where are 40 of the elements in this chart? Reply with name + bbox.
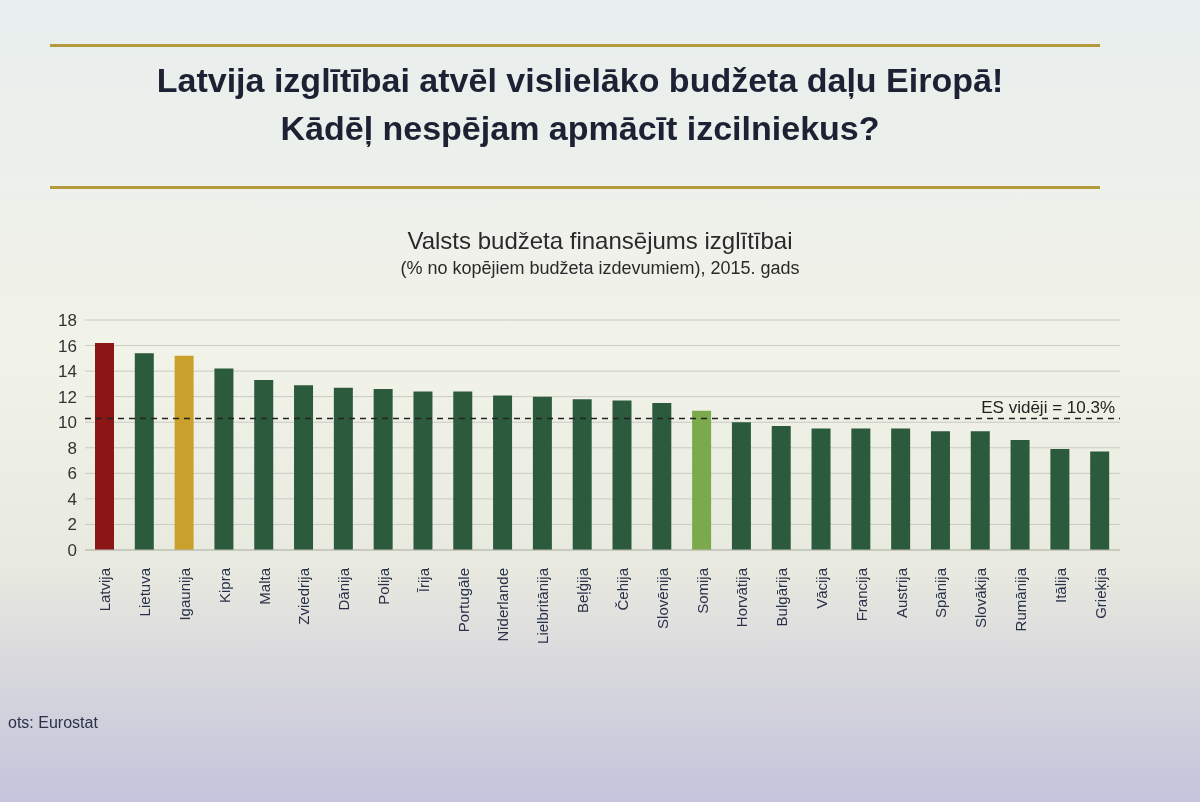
y-tick-label: 0 <box>67 541 77 561</box>
x-tick-label: Slovākija <box>972 567 990 629</box>
x-tick-label: Rumānija <box>1011 567 1029 632</box>
text: ots: Eurostat <box>8 714 98 732</box>
x-tick-label: Grieķija <box>1091 567 1109 619</box>
y-tick-label: 8 <box>67 438 77 458</box>
x-tick-label: Beļģija <box>574 567 592 614</box>
x-tick-label: Spānija <box>932 567 950 619</box>
y-tick-label: 18 <box>58 311 77 331</box>
x-tick-label: Francija <box>852 567 870 622</box>
y-tick-label: 10 <box>58 413 77 433</box>
chart-subtitle: Valsts budžeta finansējums izglītībai (% no kopējiem budžeta izdevumiem), 2015. gads <box>399 226 801 280</box>
y-tick-label: 16 <box>58 336 77 356</box>
x-tick-label: Īrija <box>414 567 432 593</box>
x-tick-label: Portugāle <box>454 568 472 633</box>
x-tick-label: Lietuva <box>136 567 154 617</box>
x-tick-label: Horvātija <box>733 567 751 628</box>
ref-line-label: ES vidēji = 10.3% <box>981 398 1115 418</box>
x-tick-label: Somija <box>693 567 711 614</box>
chart-title: Latvija izglītībai atvēl vislielāko budžeta daļu Eiropā! Kādēļ nespējam apmācīt izcilniekus? <box>155 60 1005 149</box>
x-tick-label: Vācija <box>812 567 830 609</box>
x-tick-label: Latvija <box>96 567 114 612</box>
x-tick-label: Čehija <box>613 567 631 611</box>
x-tick-label: Igaunija <box>176 567 194 621</box>
x-tick-label: Nīderlande <box>494 568 512 642</box>
x-tick-label: Bulgārija <box>773 567 791 627</box>
x-tick-label: Lielbritānija <box>534 567 552 644</box>
x-tick-label: Kipra <box>215 567 233 604</box>
x-tick-label: Austrija <box>892 567 910 619</box>
x-tick-label: Malta <box>255 567 273 605</box>
x-tick-label: Polija <box>375 567 393 605</box>
y-tick-label: 14 <box>58 362 77 382</box>
y-tick-label: 4 <box>67 489 77 509</box>
x-tick-label: Dānija <box>335 567 353 611</box>
y-tick-label: 12 <box>58 387 77 407</box>
y-tick-label: 6 <box>67 464 77 484</box>
y-tick-label: 2 <box>67 515 77 535</box>
x-tick-label: Zviedrija <box>295 567 313 625</box>
x-tick-label: Itālija <box>1051 567 1069 604</box>
x-tick-label: Slovēnija <box>653 567 671 629</box>
